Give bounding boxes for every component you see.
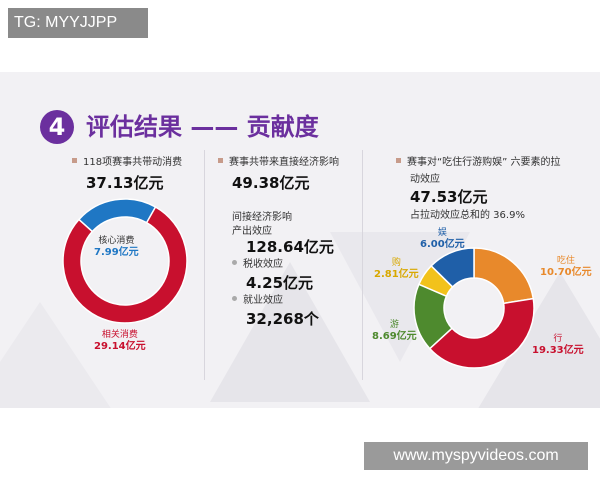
transport-value: 19.33亿元 — [532, 345, 584, 356]
entertainment-name: 娱 — [437, 228, 447, 238]
bullet-square-icon — [232, 260, 237, 265]
shopping-value: 2.81亿元 — [374, 269, 419, 280]
tourism-name: 游 — [389, 320, 399, 330]
section-number-badge: 4 — [40, 110, 74, 144]
segment-label-entertainment: 娱 6.00亿元 — [420, 228, 465, 250]
donut-slice-entertainment — [430, 247, 475, 289]
jobs-effect-label-text: 就业效应 — [243, 295, 283, 306]
shopping-name: 购 — [391, 258, 401, 268]
page-title: 评估结果 —— 贡献度 — [86, 113, 319, 141]
indirect-impact-heading: 间接经济影响 — [232, 212, 292, 223]
output-effect-value: 128.64亿元 — [246, 238, 334, 256]
column-divider — [204, 150, 205, 380]
jobs-effect-value: 32,268个 — [246, 310, 319, 328]
segment-label-food-lodging: 吃住 10.70亿元 — [540, 256, 592, 278]
segment-label-transport: 行 19.33亿元 — [532, 334, 584, 356]
segment-label-tourism: 游 8.69亿元 — [372, 320, 417, 342]
donut-slice-transport — [428, 297, 535, 369]
donut-slice-core — [77, 198, 157, 233]
jobs-effect-label: 就业效应 — [232, 294, 283, 308]
direct-impact-caption: 赛事共带来直接经济影响 — [218, 156, 339, 170]
six-elements-total: 47.53亿元 — [410, 188, 488, 206]
output-effect-label: 产出效应 — [232, 226, 272, 237]
core-consumption-value: 7.99亿元 — [94, 247, 139, 258]
six-elements-donut-chart — [413, 247, 535, 369]
background-triangle — [0, 302, 120, 408]
direct-impact-value: 49.38亿元 — [232, 174, 310, 192]
food-lodging-value: 10.70亿元 — [540, 267, 592, 278]
donut-slice-food-lodging — [473, 247, 535, 305]
related-consumption-name: 相关消费 — [101, 330, 138, 340]
six-elements-caption: 赛事对“吃住行游购娱” 六要素的拉 — [396, 156, 561, 170]
bullet-square-icon — [72, 158, 77, 163]
website-watermark: www.myspyvideos.com — [364, 442, 588, 470]
transport-name: 行 — [553, 334, 563, 344]
food-lodging-name: 吃住 — [556, 256, 575, 266]
six-elements-caption-line2: 动效应 — [410, 174, 440, 185]
slide — [0, 72, 600, 408]
tax-effect-label: 税收效应 — [232, 258, 283, 272]
six-elements-share: 占拉动效应总和的 36.9% — [410, 210, 525, 221]
column-divider — [362, 150, 363, 380]
core-consumption-label: 核心消费 7.99亿元 — [94, 236, 139, 258]
entertainment-value: 6.00亿元 — [420, 239, 465, 250]
core-consumption-name: 核心消费 — [98, 236, 135, 246]
tourism-value: 8.69亿元 — [372, 331, 417, 342]
related-consumption-value: 29.14亿元 — [94, 341, 146, 352]
tax-effect-label-text: 税收效应 — [243, 259, 283, 270]
consumption-caption-text: 118项赛事共带动消费 — [83, 157, 183, 168]
consumption-total: 37.13亿元 — [86, 174, 164, 192]
six-elements-caption-line1: 赛事对“吃住行游购娱” 六要素的拉 — [407, 157, 561, 168]
donut-slice-related — [62, 205, 188, 324]
bullet-square-icon — [232, 296, 237, 301]
bullet-square-icon — [218, 158, 223, 163]
consumption-caption: 118项赛事共带动消费 — [72, 156, 182, 170]
direct-impact-caption-text: 赛事共带来直接经济影响 — [229, 157, 339, 168]
bullet-square-icon — [396, 158, 401, 163]
tax-effect-value: 4.25亿元 — [246, 274, 314, 292]
channel-tag: TG: MYYJJPP — [8, 8, 148, 38]
segment-label-shopping: 购 2.81亿元 — [374, 258, 419, 280]
related-consumption-label: 相关消费 29.14亿元 — [94, 330, 146, 352]
consumption-donut-chart — [62, 198, 188, 324]
